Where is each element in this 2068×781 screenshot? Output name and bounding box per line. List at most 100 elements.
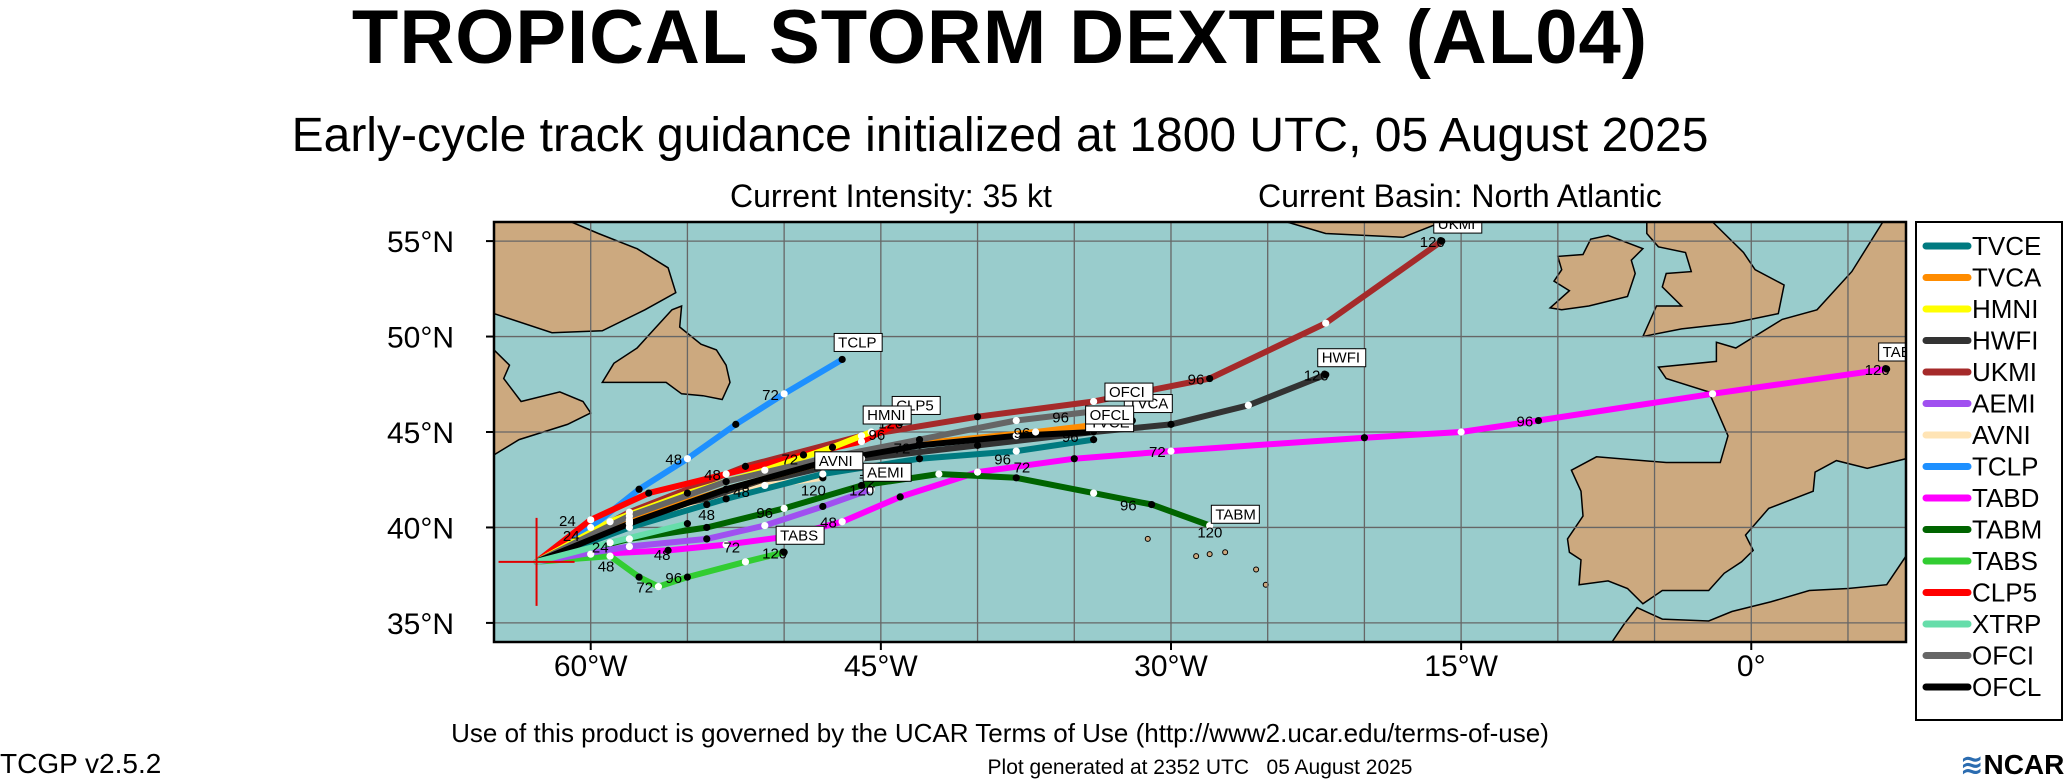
track-point [761,466,769,474]
tau-label: 120 [1865,362,1890,379]
tau-label: 72 [781,452,798,469]
page-subtitle: Early-cycle track guidance initialized a… [291,109,1709,162]
island [1222,549,1229,556]
track-point [973,468,982,476]
track-point [683,489,692,497]
tau-label: 120 [1420,234,1445,251]
island [1206,551,1213,558]
tau-label: 48 [704,467,721,484]
track-point [761,481,769,490]
track-point [587,550,595,558]
track-point [838,355,846,364]
track-point [1360,434,1369,442]
track-point [587,516,595,524]
legend-entry: AVNI [1972,420,2031,450]
track-point [896,493,904,501]
track-point [838,518,846,526]
model-label: TABS [780,527,818,544]
track-aemi [533,486,875,565]
track-point [741,462,750,470]
track-point [1322,319,1330,327]
track-point [625,520,633,528]
tau-label: 96 [1014,425,1031,442]
track-point [857,481,866,490]
lon-tick-label: 45°W [844,650,918,683]
tau-label: 96 [1062,429,1079,446]
track-point [732,420,740,428]
track-point [1883,365,1891,373]
tau-label: 24 [559,513,576,530]
track-point [915,441,924,449]
track-point [1012,447,1020,455]
track-point [915,455,924,463]
track-point [1167,420,1175,428]
track-point [683,520,692,528]
tau-label: 48 [654,547,671,564]
legend-entry: TABS [1972,546,2038,576]
track-point [722,470,730,478]
track-point [867,485,875,493]
model-label: OFCL [1090,407,1130,424]
model-label-box [814,451,864,471]
tau-label: 120 [1304,368,1329,385]
track-point [722,495,730,503]
model-label-box [862,405,912,425]
tau-label: 24 [592,540,609,557]
track-layer: 4872961209612012096120487296120487248120… [533,216,1922,597]
track-point [973,413,982,421]
track-point [799,451,808,459]
track-point [1090,436,1098,444]
track-point [1012,432,1020,440]
track-point [1090,489,1098,497]
track-point [683,573,692,581]
track-point [1167,447,1175,455]
legend-entry: TABD [1972,483,2039,513]
lon-tick-label: 30°W [1134,650,1208,683]
track-point [722,485,730,493]
lon-tick-label: 60°W [554,650,628,683]
island [1144,535,1151,542]
track-point [722,478,730,486]
tau-label: 72 [1149,444,1166,461]
tau-label: 48 [665,452,682,469]
model-label-box [1104,382,1154,402]
lat-tick-label: 40°N [387,512,454,545]
track-point [828,443,837,451]
track-point [1708,390,1717,398]
axis-labels: 60°W 45°W 30°W 15°W 0° 55°N 50°N 45°N 40°N 35°N [387,226,1766,683]
track-point [780,548,788,556]
lon-tick-label: 0° [1737,650,1766,683]
lon-tick-label: 15°W [1424,650,1498,683]
model-label: TABD [1883,344,1922,361]
track-point [1322,371,1330,379]
model-label: UKMI [1438,216,1476,233]
tau-label: 96 [869,427,886,444]
track-point [780,504,788,512]
track-point [819,470,827,478]
track-point [1457,428,1465,436]
model-label-box [1878,342,1906,362]
current-intensity: Current Intensity: 35 kt [730,178,1052,214]
track-point [973,441,982,449]
plot-generated: Plot generated at 2352 UTC 05 August 202… [987,756,1413,779]
tau-label: 24 [563,528,580,545]
track-point [1244,401,1252,409]
tau-label: 96 [1052,410,1069,427]
island [1193,553,1200,560]
legend-entry: TABM [1972,515,2042,545]
track-point [722,541,730,549]
ncar-logo-text: NCAR [1983,749,2065,780]
legend: TVCETVCAHMNIHWFIUKMIAEMIAVNITCLPTABDTABM… [1915,221,2063,721]
track-point [915,436,924,444]
lat-tick-label: 55°N [387,226,454,259]
land-nova-scotia-quebec [494,348,592,456]
track-point [867,428,875,436]
legend-entry: CLP5 [1972,578,2037,608]
legend-entry: UKMI [1972,357,2037,387]
track-point [606,539,614,547]
land-labrador [494,222,677,334]
track-point [935,470,943,478]
land-ireland [1548,234,1645,311]
lat-tick-label: 45°N [387,417,454,450]
